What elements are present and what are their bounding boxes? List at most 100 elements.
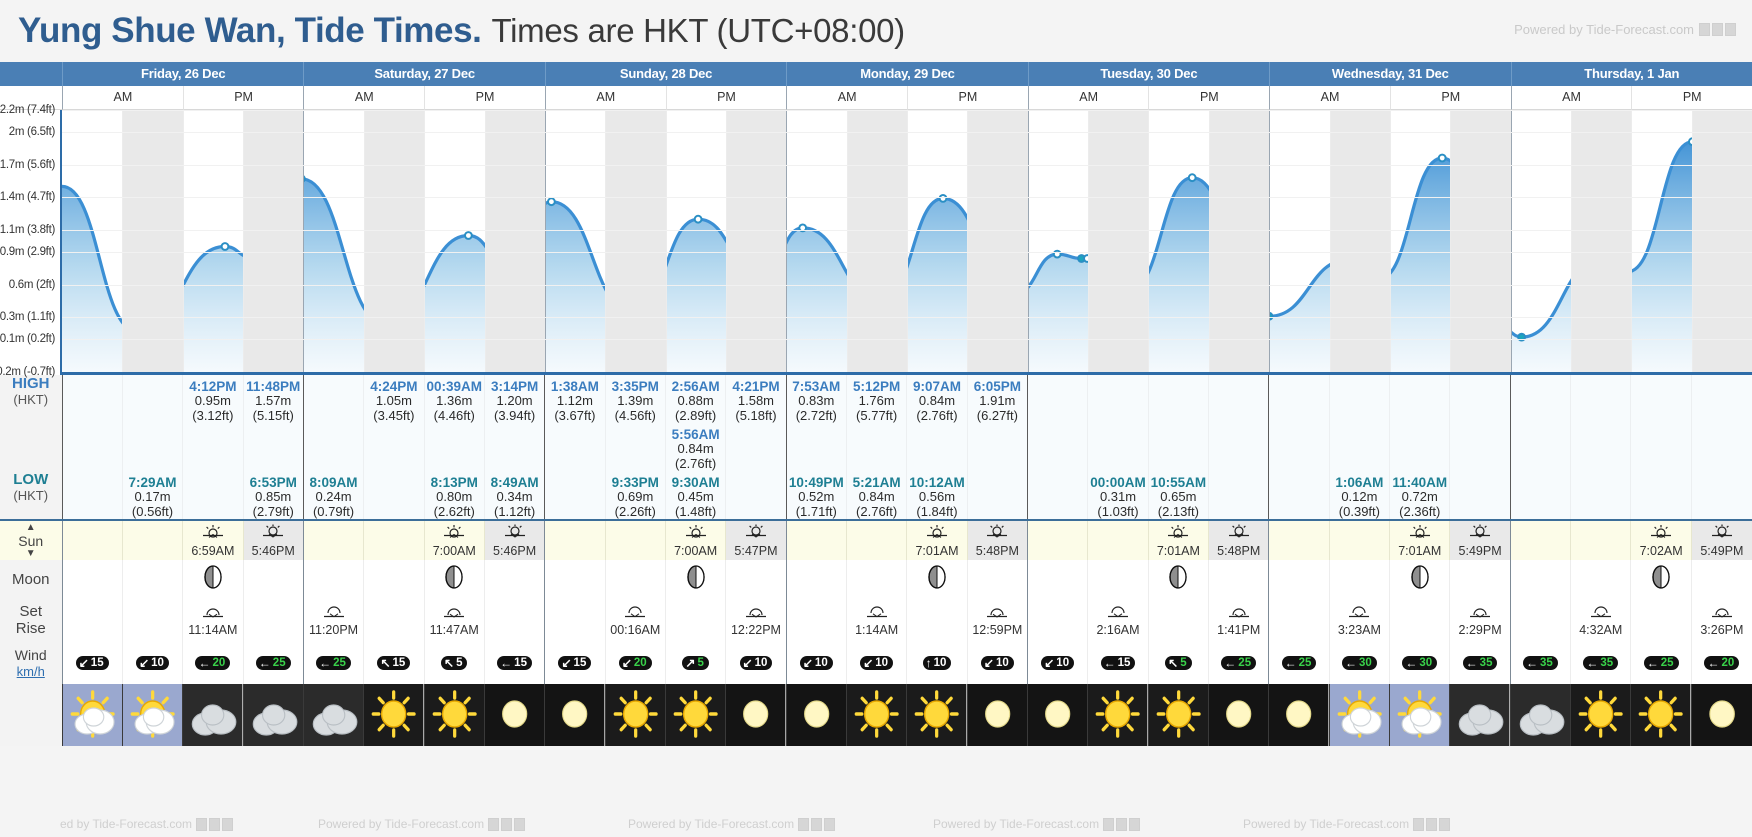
chart-plot-area: [62, 110, 1752, 375]
sun-cell: 7:01AM: [1147, 519, 1209, 561]
high-tide-cell: 3:14PM 1.20m (3.94ft): [483, 375, 545, 472]
tide-time: 10:49PM: [788, 475, 844, 491]
footer-watermarks: ed by Tide-Forecast.com Powered by Tide-…: [0, 811, 1752, 837]
tide-entry: 1:38AM 1.12m (3.67ft): [545, 379, 604, 423]
sunrise-icon: [926, 524, 947, 538]
weather-icon: [665, 684, 726, 747]
footer-watermark: Powered by Tide-Forecast.com: [1243, 817, 1451, 831]
watermark-box-icon: [824, 817, 836, 831]
wind-cell: ↖ 15: [363, 642, 425, 685]
high-tide-cell: 4:24PM 1.05m (3.45ft): [363, 375, 425, 472]
footer-watermark: Powered by Tide-Forecast.com: [318, 817, 526, 831]
wind-cell: ↑ 10: [906, 642, 968, 685]
low-tide-cell: [1268, 471, 1330, 521]
wind-direction-icon: ←: [1344, 656, 1357, 671]
weather-icon-wrap: [907, 684, 967, 747]
chart-shaded-band: [605, 110, 666, 372]
tide-height-ft: (2.89ft): [675, 407, 717, 423]
weather-cell: [363, 684, 425, 747]
chart-horizontal-gridline: [62, 197, 1752, 199]
chart-day-separator: [303, 110, 305, 372]
ampm-header-cell: PM: [1631, 86, 1752, 110]
tide-height-ft: (1.84ft): [916, 503, 958, 519]
wind-direction-icon: ↙: [863, 656, 874, 671]
moonrise-icon: [323, 606, 344, 617]
moon-cell: [664, 560, 726, 599]
chart-vertical-gridline: [122, 110, 124, 372]
footer-watermark-text: Powered by Tide-Forecast.com: [628, 817, 795, 831]
ampm-header-cell: AM: [1027, 86, 1149, 110]
ampm-header-cell: AM: [303, 86, 425, 110]
moon-event-cell: [664, 598, 726, 643]
weather-icon-wrap: [1691, 684, 1752, 747]
wind-badge: ← 15: [1100, 656, 1136, 671]
chart-horizontal-gridline: [62, 339, 1752, 341]
moonrise-icon: [1108, 606, 1129, 617]
watermark-box-icon: [1103, 817, 1115, 831]
weather-icon-wrap: [424, 684, 484, 747]
wind-cell: ← 35: [1570, 642, 1631, 685]
tide-height-ft: (5.18ft): [735, 407, 777, 423]
tide-time: 11:40AM: [1392, 475, 1448, 491]
weather-cell: [1328, 684, 1390, 747]
weather-icon-row: [0, 684, 1752, 747]
tide-height-m: 0.17m: [134, 489, 171, 505]
tide-height-ft: (0.39ft): [1338, 503, 1380, 519]
high-tide-cell: [1208, 375, 1269, 472]
sun-time: 6:59AM: [191, 543, 235, 558]
tide-data-table: HIGH (HKT) 4:12PM 0.95m (3.12ft) 11:48PM 1.5…: [0, 375, 1752, 747]
wind-speed: 10: [933, 657, 947, 670]
moon-cell: [423, 560, 485, 599]
tide-height-m: 0.34m: [496, 489, 533, 505]
tide-entry: 11:40AM 0.72m (2.36ft): [1390, 475, 1449, 519]
wind-badge: ↙ 10: [799, 656, 833, 671]
high-tide-unit: (HKT): [13, 392, 49, 407]
footer-watermark-text: Powered by Tide-Forecast.com: [1243, 817, 1410, 831]
moon-event-cell: [906, 598, 968, 643]
watermark-box-icon: [1439, 817, 1451, 831]
tide-height-m: 0.12m: [1341, 489, 1378, 505]
sunrise-icon: [444, 524, 465, 538]
moon-cell: [1509, 560, 1571, 599]
sun-row: ▲ Sun ▼ 6:59AM 5:46PM 7:00AM 5:46PM 7:00…: [0, 519, 1752, 561]
chart-horizontal-gridline: [62, 110, 1752, 111]
high-tide-cell: [1570, 375, 1631, 472]
wind-cell: ↙ 10: [725, 642, 787, 685]
tide-height-m: 0.84m: [918, 393, 956, 408]
weather-icon: [1631, 684, 1691, 747]
moon-cell: [182, 560, 244, 599]
moon-event-time: 1:41PM: [1217, 622, 1261, 637]
weather-icon-wrap: [1390, 684, 1450, 747]
wind-speed: 15: [90, 657, 104, 670]
moon-cell: [242, 560, 304, 599]
moon-event-time: 12:59PM: [972, 622, 1023, 637]
tide-height-ft: (2.76ft): [856, 503, 898, 519]
weather-icon-wrap: [1209, 684, 1269, 747]
sunrise-icon: [1168, 524, 1189, 538]
wind-unit-link[interactable]: km/h: [16, 664, 45, 680]
low-tide-cell: [1449, 471, 1511, 521]
moon-cell: [1570, 560, 1631, 599]
weather-cell: [845, 684, 907, 747]
tide-height-ft: (2.13ft): [1157, 503, 1199, 519]
tide-time: 11:48PM: [246, 379, 301, 394]
wind-speed: 25: [1238, 657, 1252, 670]
weather-cell: [1268, 684, 1330, 747]
weather-icon-wrap: [726, 684, 786, 747]
wind-cell: ↙ 10: [966, 642, 1028, 685]
tide-time: 8:09AM: [309, 475, 358, 491]
moon-event-cell: [544, 598, 606, 643]
high-tide-cell: [1147, 375, 1209, 472]
wind-direction-icon: ↖: [444, 656, 455, 671]
chart-y-tick-label: 1.4m (4.7ft): [0, 191, 55, 204]
footer-watermark: Powered by Tide-Forecast.com: [628, 817, 836, 831]
high-tide-label-text: HIGH: [12, 375, 50, 392]
tide-height-ft: (2.79ft): [252, 503, 294, 519]
tide-height-ft: (1.12ft): [493, 503, 536, 519]
low-tide-cell: 9:30AM 0.45m (1.48ft): [664, 471, 726, 521]
high-tide-cell: 2:56AM 0.88m (2.89ft) 5:56AM 0.84m (2.76ft): [664, 375, 726, 472]
moon-event-cell: [1509, 598, 1571, 643]
low-tide-cell: [363, 471, 425, 521]
tide-height-m: 0.24m: [315, 489, 352, 505]
footer-watermark: Powered by Tide-Forecast.com: [933, 817, 1141, 831]
